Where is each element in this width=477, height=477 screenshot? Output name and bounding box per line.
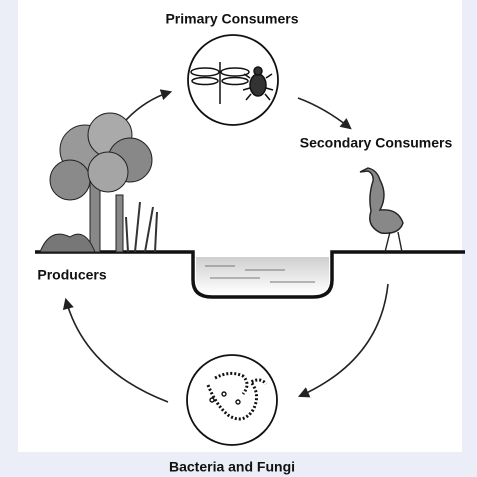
node-label: Bacteria and Fungi — [169, 459, 295, 475]
node-label: Primary Consumers — [165, 11, 298, 27]
node-label: Producers — [37, 267, 106, 283]
diagram: Primary Consumers Secondary Consumers Pr… — [0, 0, 477, 477]
page: {"nodes": [ {"label": "Primary Consumers… — [0, 0, 477, 477]
node-label: Secondary Consumers — [300, 135, 453, 151]
node-circle — [187, 355, 277, 445]
